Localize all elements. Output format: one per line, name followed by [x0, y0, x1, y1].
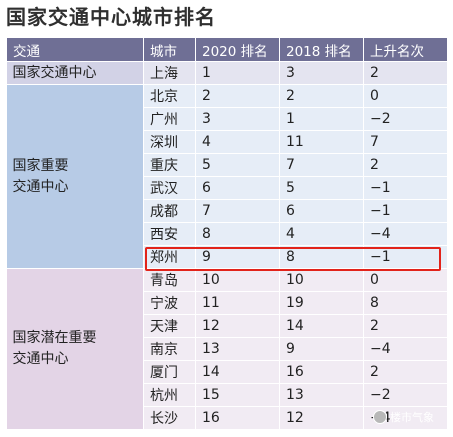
rank-2018-cell: 1 — [279, 107, 364, 131]
rank-change-cell: −2 — [363, 383, 448, 407]
rank-2018-cell: 2 — [279, 84, 364, 108]
city-cell: 北京 — [143, 84, 196, 108]
table-row: 重庆 5 7 2 — [7, 153, 448, 177]
rank-change-cell: −4 — [363, 222, 448, 246]
rank-2020-cell: 14 — [195, 360, 280, 384]
rank-2020-cell: 8 — [195, 222, 280, 246]
rank-2018-cell: 7 — [279, 153, 364, 177]
page-title: 国家交通中心城市排名 — [6, 5, 216, 29]
rank-2018-cell: 6 — [279, 199, 364, 223]
group-label: 国家潜在重要 交通中心 — [6, 268, 144, 430]
table-row: 国家重要 交通中心 北京 2 2 0 — [6, 84, 448, 269]
rank-2018-cell: 14 — [279, 314, 364, 338]
city-cell: 天津 — [143, 314, 196, 338]
table-header-row: 交通 城市 2020 排名 2018 排名 上升名次 — [6, 37, 448, 62]
rank-2018-cell: 13 — [279, 383, 364, 407]
table-row: 宁波 11 19 8 — [7, 291, 448, 315]
city-cell: 宁波 — [143, 291, 196, 315]
rank-2018-cell: 9 — [279, 337, 364, 361]
rank-2018-cell: 8 — [279, 245, 364, 269]
rank-change-cell: 0 — [363, 268, 448, 292]
watermark: 楼市气象 — [373, 409, 434, 425]
rank-change-cell: −2 — [363, 107, 448, 131]
rank-change-cell: 7 — [363, 130, 448, 154]
table-row: 武汉 6 5 −1 — [7, 176, 448, 200]
table-row: 厦门 14 16 2 — [7, 360, 448, 384]
rank-change-cell: −1 — [363, 245, 448, 269]
header-rank-2018: 2018 排名 — [279, 37, 364, 62]
rank-2020-cell: 3 — [195, 107, 280, 131]
header-city: 城市 — [143, 37, 196, 62]
rank-2020-cell: 4 — [195, 130, 280, 154]
city-cell: 厦门 — [143, 360, 196, 384]
rank-change-cell: 8 — [363, 291, 448, 315]
table-row: 广州 3 1 −2 — [7, 107, 448, 131]
city-cell: 南京 — [143, 337, 196, 361]
rank-change-cell: −4 — [363, 337, 448, 361]
city-cell: 上海 — [143, 61, 196, 85]
rank-2020-cell: 10 — [195, 268, 280, 292]
rank-change-cell: 2 — [363, 314, 448, 338]
rank-change-cell: 2 — [363, 61, 448, 85]
rank-2018-cell: 11 — [279, 130, 364, 154]
rank-2020-cell: 15 — [195, 383, 280, 407]
rank-change-cell: 0 — [363, 84, 448, 108]
city-cell: 青岛 — [143, 268, 196, 292]
rank-2018-cell: 10 — [279, 268, 364, 292]
rank-2020-cell: 11 — [195, 291, 280, 315]
rank-2018-cell: 16 — [279, 360, 364, 384]
city-cell: 武汉 — [143, 176, 196, 200]
rank-2020-cell: 16 — [195, 406, 280, 430]
table-row: 国家潜在重要 交通中心 青岛 10 10 0 — [6, 268, 448, 430]
watermark-text: 楼市气象 — [390, 411, 434, 424]
header-rank-change: 上升名次 — [363, 37, 448, 62]
rank-change-cell: −1 — [363, 176, 448, 200]
city-cell: 长沙 — [143, 406, 196, 430]
table-body: 国家交通中心 上海 1 3 2 国家重要 交通中心 北京 2 2 0 广州 3 1 −2 深圳 4 11 7 重庆 5… — [6, 61, 448, 430]
watermark-logo-icon — [373, 410, 387, 424]
rank-2020-cell: 13 — [195, 337, 280, 361]
city-cell: 郑州 — [143, 245, 196, 269]
rank-2020-cell: 1 — [195, 61, 280, 85]
city-cell: 广州 — [143, 107, 196, 131]
rank-change-cell: 2 — [363, 153, 448, 177]
table-row: 国家交通中心 上海 1 3 2 — [6, 61, 448, 85]
rank-2018-cell: 19 — [279, 291, 364, 315]
group-label: 国家重要 交通中心 — [6, 84, 144, 269]
rank-2018-cell: 5 — [279, 176, 364, 200]
table-row: 西安 8 4 −4 — [7, 222, 448, 246]
table-row: 天津 12 14 2 — [7, 314, 448, 338]
city-cell: 成都 — [143, 199, 196, 223]
header-transport: 交通 — [6, 37, 144, 62]
rank-2020-cell: 7 — [195, 199, 280, 223]
rank-change-cell: −1 — [363, 199, 448, 223]
table-row: 深圳 4 11 7 — [7, 130, 448, 154]
table-row: 杭州 15 13 −2 — [7, 383, 448, 407]
rank-2018-cell: 4 — [279, 222, 364, 246]
city-cell: 深圳 — [143, 130, 196, 154]
header-rank-2020: 2020 排名 — [195, 37, 280, 62]
ranking-table: 交通 城市 2020 排名 2018 排名 上升名次 国家交通中心 上海 1 3 2 国家… — [6, 37, 448, 430]
rank-2018-cell: 12 — [279, 406, 364, 430]
rank-2020-cell: 12 — [195, 314, 280, 338]
table-row: 成都 7 6 −1 — [7, 199, 448, 223]
rank-2020-cell: 6 — [195, 176, 280, 200]
rank-change-cell: 2 — [363, 360, 448, 384]
table-row: 郑州 9 8 −1 — [7, 245, 448, 269]
rank-2018-cell: 3 — [279, 61, 364, 85]
city-cell: 杭州 — [143, 383, 196, 407]
city-cell: 重庆 — [143, 153, 196, 177]
rank-2020-cell: 9 — [195, 245, 280, 269]
city-cell: 西安 — [143, 222, 196, 246]
rank-2020-cell: 2 — [195, 84, 280, 108]
group-label: 国家交通中心 — [6, 61, 144, 85]
rank-2020-cell: 5 — [195, 153, 280, 177]
